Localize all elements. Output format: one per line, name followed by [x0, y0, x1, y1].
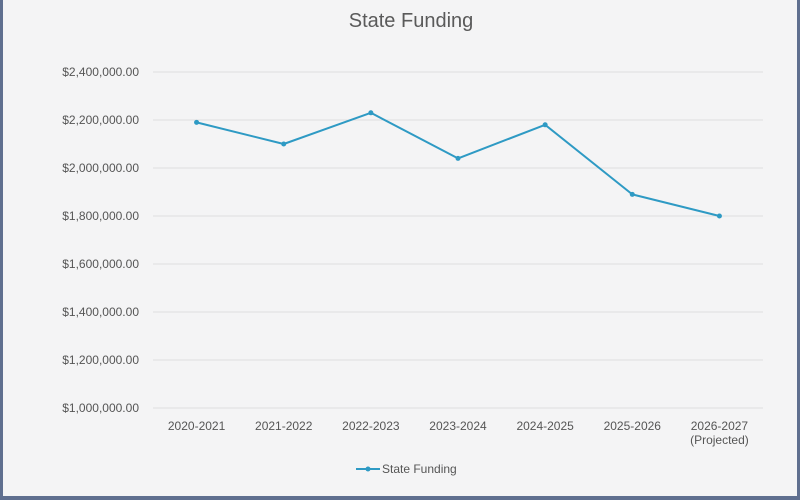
- y-tick-label: $2,200,000.00: [62, 113, 139, 127]
- y-tick-label: $1,800,000.00: [62, 209, 139, 223]
- series-line: [196, 111, 720, 217]
- data-point: [281, 141, 287, 147]
- gridlines: [153, 71, 763, 409]
- y-tick-label: $1,600,000.00: [62, 257, 139, 271]
- x-tick-label: 2026-2027 (Projected): [690, 419, 749, 447]
- x-tick-label: 2020-2021: [168, 419, 226, 433]
- data-point: [542, 122, 548, 128]
- data-point: [629, 191, 635, 197]
- y-tick-label: $2,000,000.00: [62, 161, 139, 175]
- x-axis-ticks: 2020-2021 2021-2022 2022-2023 2023-2024 2024…: [168, 419, 749, 447]
- chart-title: State Funding: [349, 10, 474, 32]
- y-tick-label: $1,400,000.00: [62, 305, 139, 319]
- legend-label: State Funding: [382, 462, 457, 476]
- y-tick-label: $1,000,000.00: [62, 401, 139, 415]
- data-point: [368, 110, 374, 116]
- data-point: [455, 155, 461, 161]
- legend: State Funding: [356, 462, 457, 476]
- x-tick-label: 2023-2024: [429, 419, 487, 433]
- series-group: [194, 110, 722, 219]
- y-tick-label: $1,200,000.00: [62, 353, 139, 367]
- x-tick-label: 2022-2023: [342, 419, 400, 433]
- y-tick-label: $2,400,000.00: [62, 65, 139, 79]
- x-tick-label: 2024-2025: [516, 419, 574, 433]
- line-chart: State Funding $1,000,000.00 $1,200,000.00…: [62, 10, 763, 476]
- data-point: [194, 119, 200, 125]
- x-tick-label: 2025-2026: [604, 419, 662, 433]
- data-point: [716, 213, 722, 219]
- y-axis-ticks: $1,000,000.00 $1,200,000.00 $1,400,000.00 $…: [62, 65, 139, 415]
- legend-swatch-marker: [365, 466, 371, 472]
- x-tick-label: 2021-2022: [255, 419, 313, 433]
